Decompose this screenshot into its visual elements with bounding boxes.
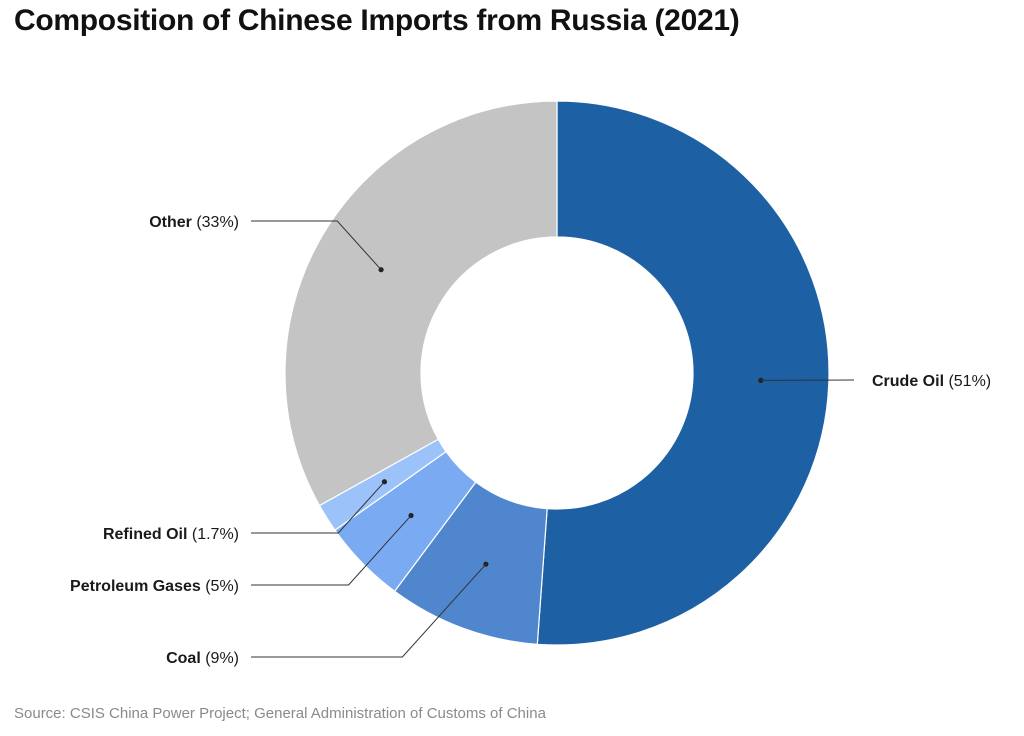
leader-line (251, 220, 382, 271)
leader-line (251, 563, 487, 658)
leader-line (251, 481, 385, 534)
slice-label-name: Coal (166, 650, 205, 667)
slice-label-coal: Coal (9%) (166, 650, 239, 667)
slice-labels: Crude Oil (51%) Coal (9%) Petroleum Gases … (70, 214, 991, 667)
slice-label-percent: (1.7%) (192, 526, 239, 543)
slice-label-name: Crude Oil (872, 373, 948, 390)
slice-crude-oil (536, 100, 830, 646)
leader-lines (251, 220, 855, 658)
leader-line (251, 515, 412, 586)
slice-label-percent: (33%) (196, 214, 239, 231)
slice-label-crude-oil: Crude Oil (51%) (872, 373, 991, 390)
slice-other (284, 100, 558, 507)
slice-label-refined-oil: Refined Oil (1.7%) (103, 526, 239, 543)
source-note: Source: CSIS China Power Project; Genera… (14, 705, 546, 722)
slice-label-name: Refined Oil (103, 526, 192, 543)
slice-label-other: Other (33%) (149, 214, 239, 231)
slice-label-petroleum-gases: Petroleum Gases (5%) (70, 578, 239, 595)
slice-label-percent: (51%) (948, 373, 991, 390)
slice-label-percent: (5%) (205, 578, 239, 595)
chart-title: Composition of Chinese Imports from Russ… (14, 4, 740, 37)
slice-label-name: Petroleum Gases (70, 578, 205, 595)
donut-slices (284, 100, 830, 646)
slice-label-percent: (9%) (205, 650, 239, 667)
slice-label-name: Other (149, 214, 196, 231)
